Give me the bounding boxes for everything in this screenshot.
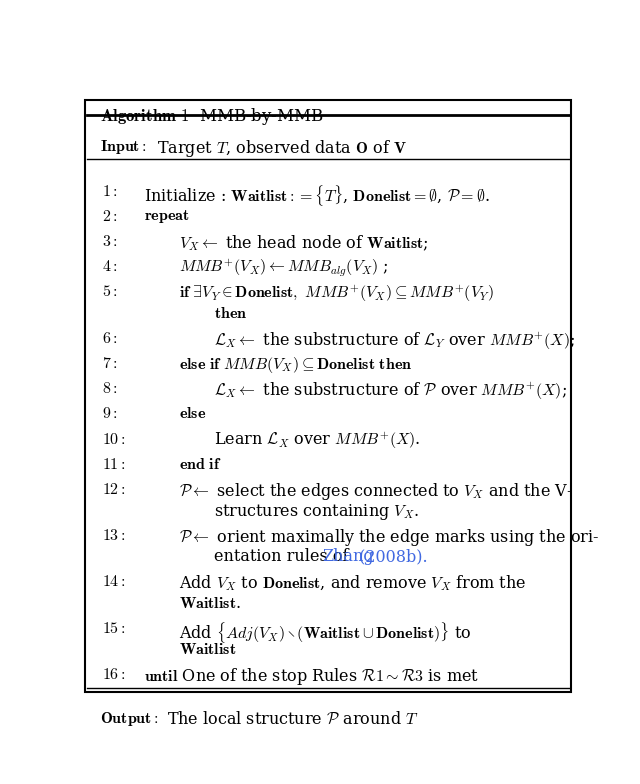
Text: Initialize : $\mathbf{Waitlist} := \{T\}$, $\mathbf{Donelist} = \emptyset$, $\ma: Initialize : $\mathbf{Waitlist} := \{T\}… <box>145 183 490 208</box>
Text: $16:$: $16:$ <box>102 666 126 683</box>
Text: Add $\{Adj(V_X) \setminus (\mathbf{Waitlist} \cup \mathbf{Donelist})\}$ to: Add $\{Adj(V_X) \setminus (\mathbf{Waitl… <box>179 619 472 644</box>
Text: Add $V_X$ to $\mathbf{Donelist}$, and remove $V_X$ from the: Add $V_X$ to $\mathbf{Donelist}$, and re… <box>179 573 527 593</box>
Text: $2:$: $2:$ <box>102 208 118 225</box>
Text: $11:$: $11:$ <box>102 456 126 473</box>
Text: $15:$: $15:$ <box>102 619 126 637</box>
Text: $\mathbf{Waitlist}$: $\mathbf{Waitlist}$ <box>179 641 237 658</box>
Text: $\mathbf{if}\ \exists V_Y \in \mathbf{Donelist},\ MMB^{+}(V_X) \subseteq MMB^{+}: $\mathbf{if}\ \exists V_Y \in \mathbf{Do… <box>179 283 494 303</box>
Text: Learn $\mathcal{L}_X$ over $MMB^{+}(X)$.: Learn $\mathcal{L}_X$ over $MMB^{+}(X)$. <box>214 430 420 451</box>
Text: $5:$: $5:$ <box>102 283 118 300</box>
Text: $\mathbf{Input:}$: $\mathbf{Input:}$ <box>100 138 147 156</box>
Text: $8:$: $8:$ <box>102 380 118 397</box>
Text: $12:$: $12:$ <box>102 481 126 498</box>
Text: $\mathcal{P} \leftarrow$ orient maximally the edge marks using the ori-: $\mathcal{P} \leftarrow$ orient maximall… <box>179 527 600 548</box>
Text: $\mathbf{else}$: $\mathbf{else}$ <box>179 405 207 423</box>
Text: Zhang: Zhang <box>322 548 374 565</box>
Text: $\mathbf{else\ if}\ MMB(V_X) \subseteq \mathbf{Donelist}\ \mathbf{then}$: $\mathbf{else\ if}\ MMB(V_X) \subseteq \… <box>179 355 413 376</box>
Text: $\mathbf{repeat}$: $\mathbf{repeat}$ <box>145 208 190 225</box>
Text: $\mathbf{Algorithm\ 1}$  MMB-by-MMB: $\mathbf{Algorithm\ 1}$ MMB-by-MMB <box>100 106 324 127</box>
Text: $\mathbf{until}$ One of the stop Rules $\mathcal{R}1 \sim \mathcal{R}3$ is met: $\mathbf{until}$ One of the stop Rules $… <box>145 666 480 687</box>
Text: $V_X \leftarrow$ the head node of $\mathbf{Waitlist}$;: $V_X \leftarrow$ the head node of $\math… <box>179 233 429 252</box>
Text: structures containing $V_X$.: structures containing $V_X$. <box>214 502 419 522</box>
Text: $\mathcal{L}_X \leftarrow$ the substructure of $\mathcal{L}_Y$ over $MMB^{+}(X)$: $\mathcal{L}_X \leftarrow$ the substruct… <box>214 330 575 351</box>
FancyBboxPatch shape <box>85 100 571 691</box>
Text: $7:$: $7:$ <box>102 355 118 372</box>
Text: $6:$: $6:$ <box>102 330 118 347</box>
Text: $10:$: $10:$ <box>102 430 126 448</box>
Text: The local structure $\mathcal{P}$ around $T$: The local structure $\mathcal{P}$ around… <box>167 710 419 728</box>
Text: $\mathcal{P} \leftarrow$ select the edges connected to $V_X$ and the V-: $\mathcal{P} \leftarrow$ select the edge… <box>179 481 573 502</box>
Text: $9:$: $9:$ <box>102 405 118 423</box>
Text: $\mathcal{L}_X \leftarrow$ the substructure of $\mathcal{P}$ over $MMB^{+}(X)$;: $\mathcal{L}_X \leftarrow$ the substruct… <box>214 380 567 401</box>
Text: $1:$: $1:$ <box>102 183 118 200</box>
Text: Target $T$, observed data $\mathbf{O}$ of $\mathbf{V}$: Target $T$, observed data $\mathbf{O}$ o… <box>157 138 407 159</box>
Text: $\mathbf{Output:}$: $\mathbf{Output:}$ <box>100 710 159 728</box>
Text: (2008b).: (2008b). <box>355 548 428 565</box>
Text: $3:$: $3:$ <box>102 233 118 250</box>
Text: $14:$: $14:$ <box>102 573 126 590</box>
Text: $4:$: $4:$ <box>102 258 118 275</box>
Text: $\mathbf{then}$: $\mathbf{then}$ <box>214 305 247 322</box>
Text: $\mathbf{end\ if}$: $\mathbf{end\ if}$ <box>179 456 222 473</box>
Text: $\mathbf{Waitlist}$.: $\mathbf{Waitlist}$. <box>179 594 241 612</box>
Text: $13:$: $13:$ <box>102 527 126 544</box>
Text: $MMB^{+}(V_X) \leftarrow MMB_{alg}(V_X)$ ;: $MMB^{+}(V_X) \leftarrow MMB_{alg}(V_X)$… <box>179 258 389 279</box>
Text: entation rules of: entation rules of <box>214 548 353 565</box>
